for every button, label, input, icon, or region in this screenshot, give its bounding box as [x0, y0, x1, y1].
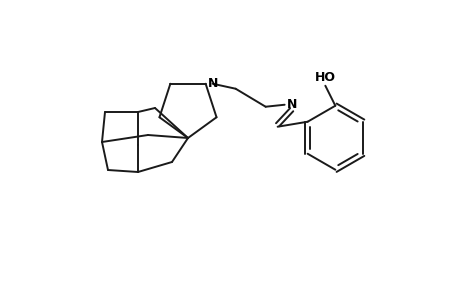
Text: N: N: [286, 98, 296, 111]
Text: N: N: [207, 77, 218, 90]
Text: HO: HO: [314, 71, 335, 84]
